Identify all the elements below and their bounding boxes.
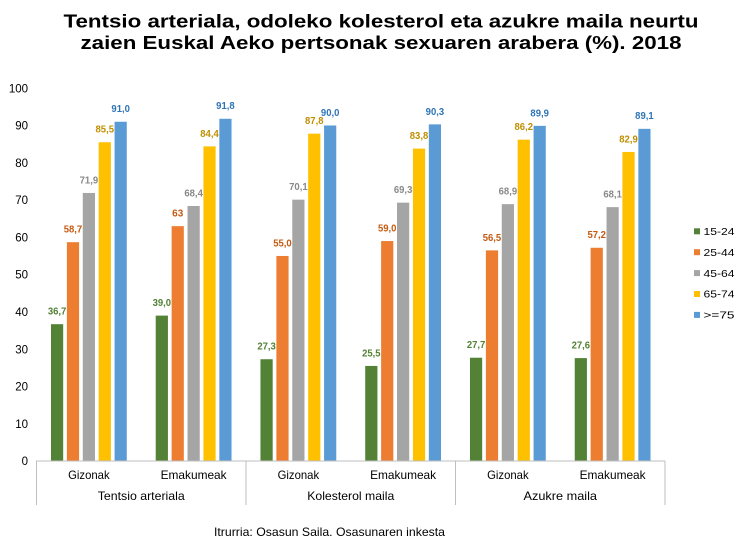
svg-text:59,0: 59,0 bbox=[378, 223, 397, 234]
svg-text:30: 30 bbox=[15, 344, 28, 356]
svg-text:90: 90 bbox=[15, 121, 28, 133]
svg-text:27,7: 27,7 bbox=[467, 340, 486, 351]
svg-text:55,0: 55,0 bbox=[273, 238, 292, 249]
svg-text:57,2: 57,2 bbox=[587, 230, 606, 241]
svg-text:25,5: 25,5 bbox=[362, 348, 381, 359]
svg-text:Itrurria: Osasun Saila. Osasun: Itrurria: Osasun Saila. Osasunaren inkes… bbox=[214, 525, 445, 539]
svg-text:68,4: 68,4 bbox=[184, 188, 203, 199]
svg-text:36,7: 36,7 bbox=[48, 307, 67, 318]
svg-text:69,3: 69,3 bbox=[394, 185, 413, 196]
svg-text:27,6: 27,6 bbox=[572, 341, 591, 352]
svg-text:>=75: >=75 bbox=[704, 310, 735, 322]
svg-text:39,0: 39,0 bbox=[153, 298, 172, 309]
svg-text:68,1: 68,1 bbox=[603, 190, 622, 201]
svg-text:zaien Euskal Aeko pertsonak se: zaien Euskal Aeko pertsonak sexuaren ara… bbox=[81, 32, 682, 53]
svg-text:70,1: 70,1 bbox=[289, 182, 308, 193]
svg-text:Emakumeak: Emakumeak bbox=[161, 468, 228, 482]
svg-text:Emakumeak: Emakumeak bbox=[370, 468, 437, 482]
svg-text:58,7: 58,7 bbox=[64, 225, 83, 236]
svg-text:20: 20 bbox=[15, 382, 28, 394]
svg-text:90,3: 90,3 bbox=[426, 107, 445, 118]
svg-text:25-44: 25-44 bbox=[704, 247, 735, 259]
svg-text:83,8: 83,8 bbox=[410, 131, 429, 142]
svg-text:80: 80 bbox=[15, 158, 28, 170]
svg-text:45-64: 45-64 bbox=[704, 268, 735, 280]
svg-text:91,0: 91,0 bbox=[111, 104, 130, 115]
svg-text:89,1: 89,1 bbox=[635, 111, 654, 122]
svg-text:10: 10 bbox=[15, 419, 28, 431]
svg-text:50: 50 bbox=[15, 270, 28, 282]
svg-text:Kolesterol maila: Kolesterol maila bbox=[307, 489, 394, 503]
svg-text:Gizonak: Gizonak bbox=[278, 468, 320, 482]
svg-text:85,5: 85,5 bbox=[96, 125, 115, 136]
svg-text:Tentsio arteriala: Tentsio arteriala bbox=[98, 489, 185, 503]
svg-text:82,9: 82,9 bbox=[619, 134, 638, 145]
svg-text:90,0: 90,0 bbox=[321, 108, 340, 119]
svg-text:56,5: 56,5 bbox=[483, 233, 502, 244]
svg-text:Tentsio arteriala, odoleko kol: Tentsio arteriala, odoleko kolesterol et… bbox=[64, 10, 699, 31]
svg-text:86,2: 86,2 bbox=[515, 122, 534, 133]
svg-text:71,9: 71,9 bbox=[80, 175, 99, 186]
svg-text:Emakumeak: Emakumeak bbox=[580, 468, 647, 482]
svg-text:70: 70 bbox=[15, 195, 28, 207]
svg-text:Gizonak: Gizonak bbox=[487, 468, 529, 482]
svg-text:65-74: 65-74 bbox=[704, 289, 735, 301]
svg-text:68,9: 68,9 bbox=[499, 187, 518, 198]
svg-text:40: 40 bbox=[15, 307, 28, 319]
svg-text:84,4: 84,4 bbox=[200, 129, 219, 140]
svg-text:91,8: 91,8 bbox=[216, 101, 235, 112]
svg-text:Gizonak: Gizonak bbox=[68, 468, 110, 482]
svg-text:100: 100 bbox=[9, 83, 28, 95]
svg-text:27,3: 27,3 bbox=[257, 342, 276, 353]
svg-text:15-24: 15-24 bbox=[704, 226, 735, 238]
svg-text:87,8: 87,8 bbox=[305, 116, 324, 127]
svg-text:60: 60 bbox=[15, 232, 28, 244]
svg-text:0: 0 bbox=[22, 456, 28, 468]
svg-text:Azukre maila: Azukre maila bbox=[524, 489, 598, 503]
svg-text:63: 63 bbox=[172, 209, 184, 220]
svg-text:89,9: 89,9 bbox=[530, 108, 549, 119]
